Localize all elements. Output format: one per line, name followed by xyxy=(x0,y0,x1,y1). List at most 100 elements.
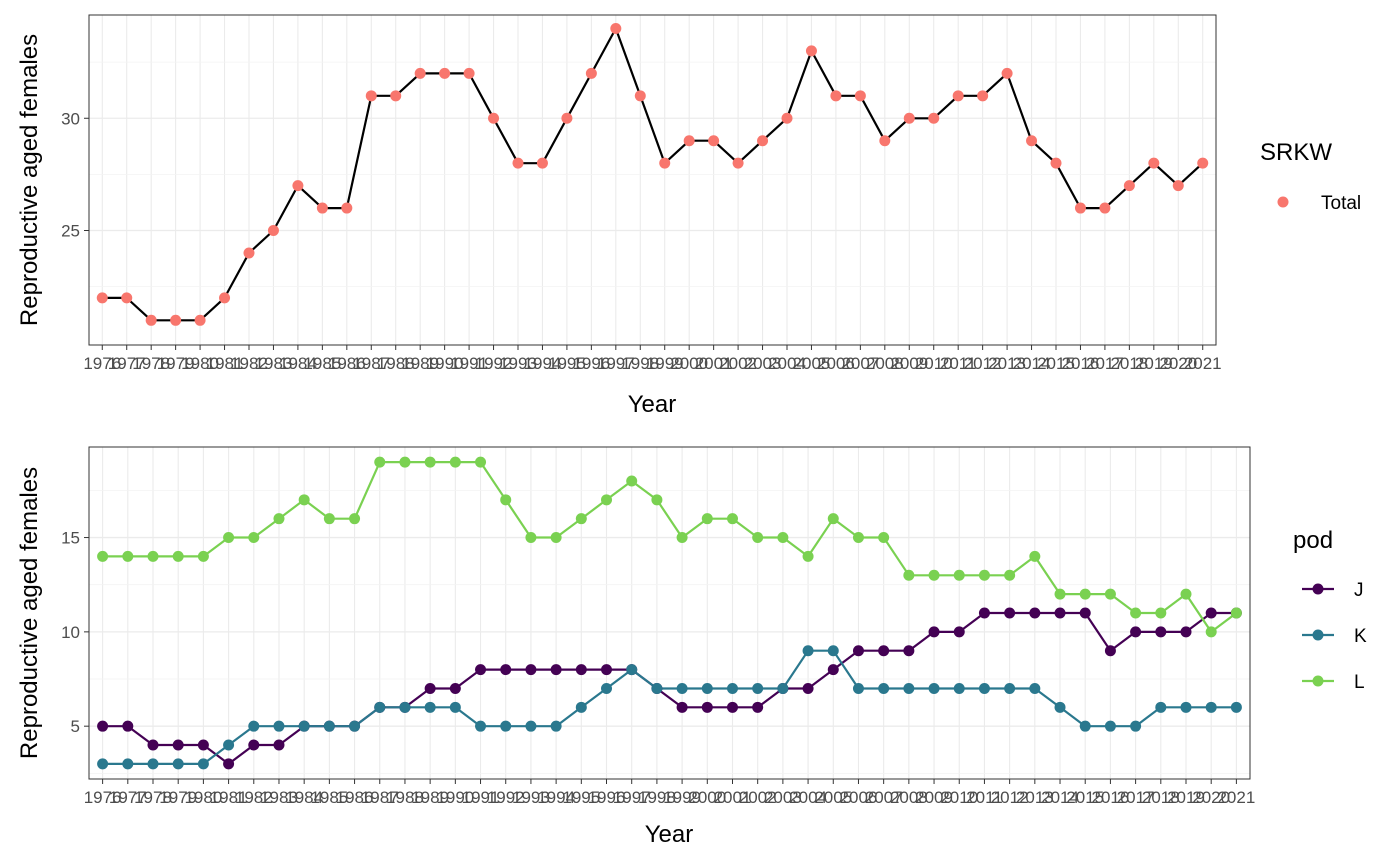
series-line-l xyxy=(102,461,1238,634)
data-point-k xyxy=(273,720,285,732)
x-tick-label: 2016 xyxy=(1092,788,1130,807)
data-point-total xyxy=(1148,157,1160,169)
x-tick-label: 1989 xyxy=(411,788,449,807)
x-tick-label: 2018 xyxy=(1110,354,1148,373)
x-tick-label: 1997 xyxy=(613,788,651,807)
data-point-k xyxy=(676,682,688,694)
data-point-k xyxy=(248,720,260,732)
x-tick-label: 1998 xyxy=(621,354,659,373)
data-point-l xyxy=(878,532,890,544)
x-tick-label: 1991 xyxy=(462,788,500,807)
x-tick-label: 1998 xyxy=(638,788,676,807)
data-point-total xyxy=(194,314,206,326)
x-tick-label: 1977 xyxy=(108,354,146,373)
data-point-l xyxy=(827,513,839,525)
data-point-j xyxy=(97,720,109,732)
x-tick-label: 2015 xyxy=(1066,788,1104,807)
data-point-l xyxy=(298,494,310,506)
data-point-k xyxy=(1104,720,1116,732)
x-tick-label: 1976 xyxy=(83,354,121,373)
data-point-l xyxy=(248,532,260,544)
data-point-l xyxy=(323,513,335,525)
data-point-j xyxy=(525,664,537,676)
data-point-j xyxy=(878,645,890,657)
data-point-l xyxy=(978,569,990,581)
data-point-l xyxy=(1205,626,1217,638)
data-point-k xyxy=(903,682,915,694)
data-point-l xyxy=(1079,588,1091,600)
y-tick-label: 5 xyxy=(71,717,80,736)
data-point-total xyxy=(439,67,451,79)
data-point-k xyxy=(575,701,587,713)
x-tick-label: 2016 xyxy=(1062,354,1100,373)
data-point-l xyxy=(273,513,285,525)
x-tick-label: 2015 xyxy=(1037,354,1075,373)
data-point-total xyxy=(463,67,475,79)
data-point-k xyxy=(601,682,613,694)
legend-label: J xyxy=(1354,580,1364,601)
data-point-l xyxy=(550,532,562,544)
data-point-j xyxy=(550,664,562,676)
data-point-k xyxy=(475,720,487,732)
data-point-l xyxy=(626,475,638,487)
x-tick-label: 2017 xyxy=(1086,354,1124,373)
data-point-l xyxy=(852,532,864,544)
data-point-total xyxy=(928,112,940,124)
data-point-l xyxy=(1180,588,1192,600)
data-point-l xyxy=(449,456,461,468)
data-point-k xyxy=(298,720,310,732)
data-point-total xyxy=(903,112,915,124)
data-point-l xyxy=(1155,607,1167,619)
data-point-total xyxy=(488,112,500,124)
legend-entries: Total xyxy=(1277,193,1361,214)
legend-label: Total xyxy=(1321,193,1361,214)
data-point-total xyxy=(316,202,328,214)
x-tick-label: 2017 xyxy=(1117,788,1155,807)
data-point-total xyxy=(1001,67,1013,79)
x-tick-label: 2004 xyxy=(789,788,827,807)
data-point-l xyxy=(1130,607,1142,619)
x-tick-label: 2005 xyxy=(814,788,852,807)
data-point-total xyxy=(219,292,231,304)
x-tick-label: 2014 xyxy=(1041,788,1079,807)
data-point-k xyxy=(827,645,839,657)
data-point-k xyxy=(726,682,738,694)
x-tick-label: 2020 xyxy=(1159,354,1197,373)
x-tick-label: 1996 xyxy=(588,788,626,807)
x-tick-label: 1995 xyxy=(548,354,586,373)
data-point-l xyxy=(172,550,184,562)
x-tick-label: 1986 xyxy=(328,354,366,373)
x-tick-label: 1985 xyxy=(303,354,341,373)
data-point-k xyxy=(1155,701,1167,713)
x-axis-title: Year xyxy=(628,391,677,418)
x-tick-label: 1997 xyxy=(597,354,635,373)
x-tick-label: 1988 xyxy=(386,788,424,807)
data-point-l xyxy=(928,569,940,581)
data-point-k xyxy=(197,758,209,770)
data-point-l xyxy=(575,513,587,525)
data-point-j xyxy=(223,758,235,770)
data-point-l xyxy=(601,494,613,506)
data-point-k xyxy=(651,682,663,694)
data-point-total xyxy=(561,112,573,124)
data-point-l xyxy=(1104,588,1116,600)
data-point-j xyxy=(475,664,487,676)
x-tick-label: 1980 xyxy=(184,788,222,807)
x-tick-label: 2007 xyxy=(865,788,903,807)
data-point-total xyxy=(781,112,793,124)
legend-label: L xyxy=(1354,672,1365,693)
data-point-j xyxy=(1130,626,1142,638)
series-line-j xyxy=(102,611,1237,766)
data-point-j xyxy=(1054,607,1066,619)
x-tick-label: 1993 xyxy=(512,788,550,807)
legend-entries: J K L xyxy=(1302,580,1367,693)
y-tick-label: 30 xyxy=(61,109,80,128)
data-point-l xyxy=(223,532,235,544)
x-tick-label: 1983 xyxy=(260,788,298,807)
data-point-l xyxy=(122,550,134,562)
series-line-k xyxy=(102,649,1237,766)
data-point-j xyxy=(726,701,738,713)
data-point-total xyxy=(585,67,597,79)
data-point-j xyxy=(248,739,260,751)
